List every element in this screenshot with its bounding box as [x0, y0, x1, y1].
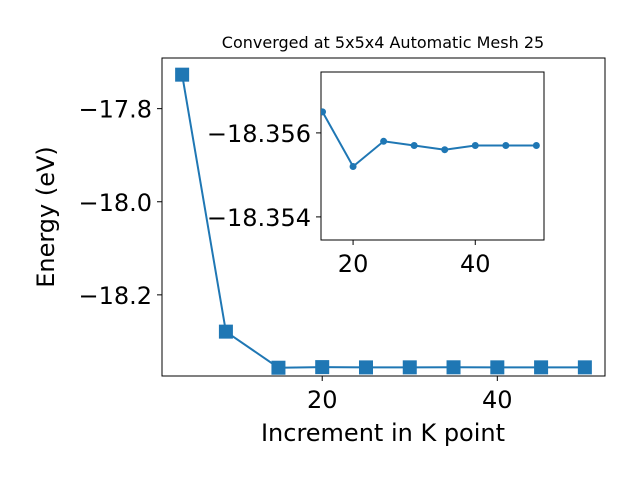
inset-point	[532, 142, 540, 149]
main-point	[534, 360, 549, 375]
inset-point	[410, 142, 418, 149]
main-point	[446, 360, 461, 375]
inset-y-tick-label: −18.356	[207, 120, 311, 148]
main-y-tick-label: −18.0	[78, 189, 152, 217]
main-y-tick-label: −17.8	[78, 96, 152, 124]
main-point	[315, 360, 330, 375]
main-point	[175, 67, 190, 82]
main-ticks-group: 20 40 −17.8 −18.0 −18.2	[78, 96, 512, 414]
main-point	[402, 360, 417, 375]
inset-point	[349, 163, 357, 170]
main-series-group	[175, 67, 592, 375]
inset-point	[380, 137, 388, 145]
inset-x-tick-label: 20	[338, 250, 369, 278]
inset-y-tick-label: −18.354	[207, 204, 311, 232]
x-axis-label: Increment in K point	[261, 419, 505, 447]
main-point	[490, 360, 505, 375]
inset-ticks-group: 20 40 −18.356 −18.354	[207, 120, 491, 278]
main-y-tick-label: −18.2	[78, 282, 152, 310]
main-point	[271, 360, 286, 375]
chart-title: Converged at 5x5x4 Automatic Mesh 25	[222, 33, 544, 52]
main-x-tick-label: 20	[307, 386, 338, 414]
inset-series-line	[321, 111, 537, 169]
inset-plot-frame	[320, 71, 545, 241]
inset-series-group	[321, 108, 540, 170]
y-axis-label: Energy (eV)	[32, 146, 60, 288]
inset-point	[441, 146, 449, 154]
main-point	[218, 324, 233, 339]
main-series-line	[181, 74, 585, 369]
inset-point	[502, 142, 510, 149]
main-point	[577, 360, 592, 375]
inset-x-tick-label: 40	[460, 250, 491, 278]
inset-point	[471, 142, 479, 149]
main-x-tick-label: 40	[482, 386, 513, 414]
main-point	[358, 360, 373, 375]
inset-point	[321, 108, 327, 116]
